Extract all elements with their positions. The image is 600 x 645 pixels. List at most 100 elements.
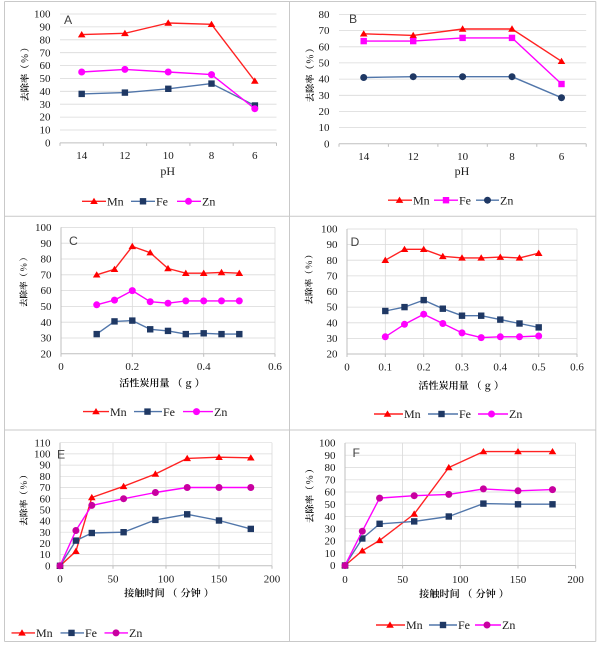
- svg-text:110: 110: [34, 437, 51, 449]
- svg-text:70: 70: [40, 482, 52, 494]
- svg-text:80: 80: [325, 462, 337, 474]
- svg-text:30: 30: [40, 99, 52, 111]
- svg-text:80: 80: [327, 255, 339, 267]
- svg-text:80: 80: [319, 9, 331, 21]
- svg-text:Fe: Fe: [156, 195, 168, 209]
- svg-text:12: 12: [119, 150, 130, 162]
- svg-text:Mn: Mn: [413, 193, 430, 207]
- svg-text:50: 50: [325, 499, 337, 511]
- svg-text:Zn: Zn: [129, 626, 142, 640]
- svg-text:200: 200: [567, 574, 584, 586]
- svg-text:30: 30: [40, 527, 52, 539]
- svg-text:50: 50: [40, 73, 52, 85]
- svg-text:Zn: Zn: [500, 193, 513, 207]
- svg-text:200: 200: [264, 574, 281, 586]
- svg-text:0.6: 0.6: [268, 361, 282, 373]
- svg-text:0: 0: [324, 138, 330, 150]
- svg-text:Fe: Fe: [163, 405, 175, 419]
- svg-text:0.2: 0.2: [125, 361, 139, 373]
- svg-text:80: 80: [40, 471, 52, 483]
- svg-text:Mn: Mn: [110, 405, 127, 419]
- svg-text:0: 0: [45, 560, 51, 572]
- svg-text:Fe: Fe: [458, 618, 470, 632]
- svg-text:40: 40: [40, 86, 52, 98]
- svg-text:0.1: 0.1: [378, 362, 392, 374]
- svg-text:14: 14: [358, 151, 370, 163]
- svg-text:20: 20: [327, 349, 339, 361]
- svg-text:100: 100: [321, 224, 338, 236]
- svg-text:20: 20: [325, 536, 337, 548]
- svg-text:6: 6: [559, 151, 565, 163]
- svg-text:70: 70: [327, 271, 339, 283]
- svg-text:20: 20: [40, 538, 52, 550]
- svg-text:Zn: Zn: [502, 618, 515, 632]
- svg-text:12: 12: [408, 151, 419, 163]
- svg-text:8: 8: [209, 150, 215, 162]
- svg-text:90: 90: [40, 460, 52, 472]
- svg-text:50: 50: [41, 301, 53, 313]
- svg-text:10: 10: [319, 122, 331, 134]
- svg-text:Fe: Fe: [85, 626, 97, 640]
- svg-text:8: 8: [509, 151, 515, 163]
- svg-text:20: 20: [40, 112, 52, 124]
- svg-text:60: 60: [40, 493, 52, 505]
- svg-text:70: 70: [40, 47, 52, 59]
- svg-text:50: 50: [40, 504, 52, 516]
- svg-text:0: 0: [45, 138, 51, 150]
- svg-text:20: 20: [319, 106, 331, 118]
- svg-text:0: 0: [344, 362, 350, 374]
- svg-text:0.2: 0.2: [417, 362, 431, 374]
- svg-text:100: 100: [158, 574, 175, 586]
- svg-text:10: 10: [163, 150, 175, 162]
- svg-text:14: 14: [76, 150, 88, 162]
- svg-text:60: 60: [325, 487, 337, 499]
- svg-text:Mn: Mn: [406, 618, 423, 632]
- svg-text:0.3: 0.3: [455, 362, 469, 374]
- svg-text:pH: pH: [160, 164, 175, 178]
- svg-text:20: 20: [41, 348, 53, 360]
- svg-text:E: E: [57, 447, 65, 461]
- svg-text:100: 100: [35, 222, 52, 234]
- svg-text:150: 150: [510, 574, 527, 586]
- svg-text:F: F: [353, 446, 360, 460]
- svg-text:80: 80: [41, 254, 53, 266]
- svg-text:Fe: Fe: [459, 193, 471, 207]
- svg-text:0: 0: [330, 560, 336, 572]
- svg-text:70: 70: [325, 474, 337, 486]
- svg-text:10: 10: [325, 548, 337, 560]
- svg-text:40: 40: [40, 516, 52, 528]
- svg-text:40: 40: [41, 317, 53, 329]
- svg-text:C: C: [69, 234, 78, 248]
- svg-text:Zn: Zn: [509, 407, 522, 421]
- svg-text:70: 70: [319, 25, 331, 37]
- svg-text:0.4: 0.4: [197, 361, 211, 373]
- svg-text:0.5: 0.5: [532, 362, 546, 374]
- svg-text:10: 10: [40, 549, 52, 561]
- svg-text:40: 40: [327, 317, 339, 329]
- svg-text:pH: pH: [455, 164, 470, 178]
- svg-text:10: 10: [40, 125, 52, 137]
- svg-text:50: 50: [327, 302, 339, 314]
- svg-text:Zn: Zn: [214, 405, 227, 419]
- svg-text:80: 80: [40, 34, 52, 46]
- svg-text:60: 60: [41, 285, 53, 297]
- svg-text:0: 0: [58, 361, 64, 373]
- svg-text:50: 50: [397, 574, 409, 586]
- svg-text:6: 6: [252, 150, 258, 162]
- svg-text:90: 90: [41, 238, 53, 250]
- svg-text:10: 10: [457, 151, 469, 163]
- svg-text:30: 30: [327, 333, 339, 345]
- svg-text:Mn: Mn: [36, 626, 53, 640]
- svg-text:60: 60: [327, 286, 339, 298]
- svg-text:40: 40: [325, 511, 337, 523]
- svg-text:0: 0: [342, 574, 348, 586]
- svg-text:30: 30: [325, 523, 337, 535]
- svg-text:100: 100: [34, 9, 51, 21]
- svg-text:90: 90: [327, 239, 339, 251]
- svg-text:0.6: 0.6: [570, 362, 584, 374]
- svg-text:30: 30: [319, 90, 331, 102]
- svg-text:B: B: [349, 12, 357, 26]
- svg-text:50: 50: [319, 58, 331, 70]
- svg-text:30: 30: [41, 333, 53, 345]
- svg-text:0.4: 0.4: [493, 362, 507, 374]
